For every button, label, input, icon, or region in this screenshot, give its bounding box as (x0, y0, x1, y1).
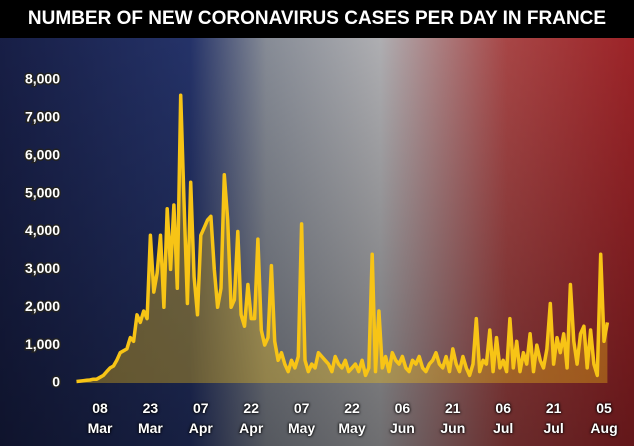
y-tick-label: 8,000 (25, 71, 60, 87)
y-tick-label: 3,000 (25, 260, 60, 276)
x-tick-label: 22 Apr (239, 400, 264, 436)
x-tick-label: 08 Mar (87, 400, 113, 436)
y-tick-label: 6,000 (25, 146, 60, 162)
x-tick-label: 07 Apr (188, 400, 213, 436)
y-tick-label: 2,000 (25, 298, 60, 314)
x-tick-label: 21 Jul (543, 400, 564, 436)
x-tick-label: 22 May (338, 400, 366, 436)
y-tick-label: 0 (52, 374, 60, 390)
x-tick-label: 05 Aug (590, 400, 618, 436)
y-tick-label: 7,000 (25, 109, 60, 125)
line (76, 93, 610, 384)
x-tick-label: 23 Mar (137, 400, 163, 436)
area (76, 95, 608, 383)
y-tick-label: 4,000 (25, 222, 60, 238)
x-tick-label: 21 Jun (440, 400, 466, 436)
chart-title: NUMBER OF NEW CORONAVIRUS CASES PER DAY … (28, 8, 606, 29)
x-tick-label: 06 Jul (493, 400, 514, 436)
x-tick-label: 07 May (287, 400, 316, 436)
y-tick-label: 5,000 (25, 184, 60, 200)
x-tick-label: 06 Jun (389, 400, 415, 436)
y-tick-label: 1,000 (25, 336, 60, 352)
title-band (0, 0, 634, 38)
